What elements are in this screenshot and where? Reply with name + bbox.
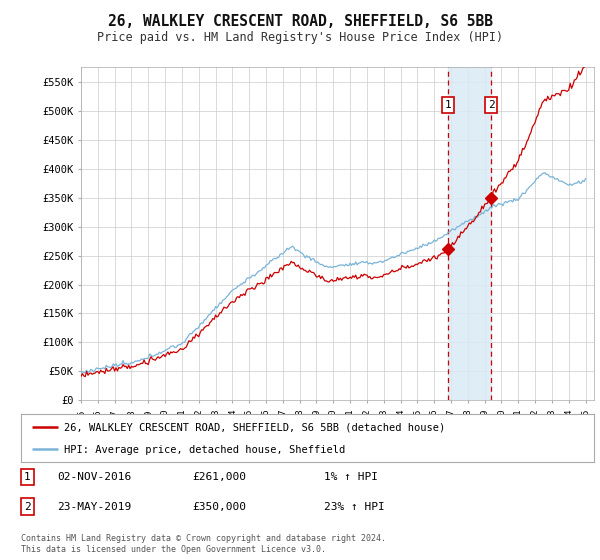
Text: 1% ↑ HPI: 1% ↑ HPI bbox=[324, 472, 378, 482]
Text: £350,000: £350,000 bbox=[192, 502, 246, 512]
Text: £261,000: £261,000 bbox=[192, 472, 246, 482]
Text: Contains HM Land Registry data © Crown copyright and database right 2024.
This d: Contains HM Land Registry data © Crown c… bbox=[21, 534, 386, 554]
Text: 23-MAY-2019: 23-MAY-2019 bbox=[57, 502, 131, 512]
Text: 23% ↑ HPI: 23% ↑ HPI bbox=[324, 502, 385, 512]
Text: 1: 1 bbox=[445, 100, 452, 110]
Text: 02-NOV-2016: 02-NOV-2016 bbox=[57, 472, 131, 482]
Text: Price paid vs. HM Land Registry's House Price Index (HPI): Price paid vs. HM Land Registry's House … bbox=[97, 31, 503, 44]
Text: 2: 2 bbox=[488, 100, 494, 110]
Text: 1: 1 bbox=[24, 472, 31, 482]
Text: HPI: Average price, detached house, Sheffield: HPI: Average price, detached house, Shef… bbox=[64, 445, 345, 455]
Text: 2: 2 bbox=[24, 502, 31, 512]
Bar bbox=[448, 67, 491, 400]
Text: 26, WALKLEY CRESCENT ROAD, SHEFFIELD, S6 5BB: 26, WALKLEY CRESCENT ROAD, SHEFFIELD, S6… bbox=[107, 14, 493, 29]
Text: 26, WALKLEY CRESCENT ROAD, SHEFFIELD, S6 5BB (detached house): 26, WALKLEY CRESCENT ROAD, SHEFFIELD, S6… bbox=[64, 423, 445, 433]
